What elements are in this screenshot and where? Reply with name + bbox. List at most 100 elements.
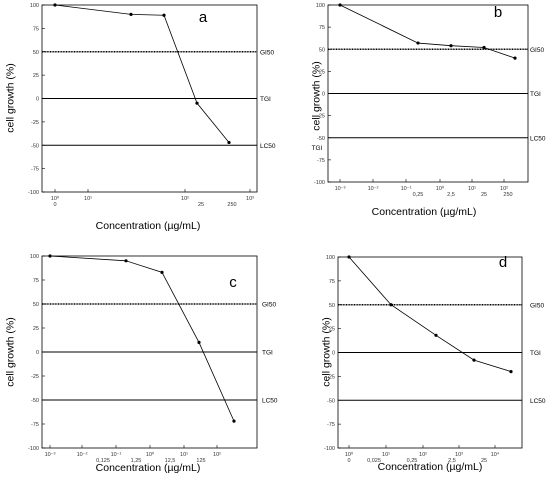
x-tick-label: 10² — [181, 196, 189, 202]
series-line — [348, 256, 512, 372]
x-axis-label: Concentration (µg/mL) — [378, 461, 483, 473]
data-point — [513, 56, 517, 60]
y-tick-label: 75 — [33, 26, 39, 32]
data-point — [338, 3, 342, 7]
y-tick-label: 0 — [36, 97, 39, 103]
series-line — [49, 255, 235, 422]
reference-label-tgi: TGI — [530, 91, 541, 98]
y-tick-label: -50 — [317, 136, 325, 142]
panel-letter: a — [199, 9, 208, 26]
y-tick-label: -75 — [317, 158, 325, 164]
y-tick-label: -25 — [317, 114, 325, 120]
y-tick-label: 50 — [329, 303, 335, 309]
x-sublabel: 25 — [481, 192, 487, 198]
x-tick-label: 10¹ — [382, 452, 390, 458]
x-tick-label: 10² — [213, 452, 221, 458]
data-point — [197, 340, 201, 344]
y-tick-label: -100 — [324, 446, 335, 452]
y-tick-label: -100 — [314, 180, 325, 186]
y-tick-label: -25 — [31, 374, 39, 380]
y-tick-label: 0 — [332, 351, 335, 357]
reference-label-tgi: TGI — [530, 350, 541, 357]
y-tick-label: -25 — [327, 374, 335, 380]
chart-panel-d: 100 75 50 25 0 -25 -50 -75 -100 10⁰ 10¹ 10² 10³ 10⁴ 0 0… — [321, 254, 546, 473]
x-tick-label: 10⁻¹ — [401, 186, 412, 192]
data-point — [347, 255, 351, 259]
data-point — [53, 3, 57, 7]
y-tick-label: 0 — [36, 350, 39, 356]
y-axis-label: cell growth (%) — [321, 317, 333, 386]
data-point — [449, 44, 453, 48]
y-tick-label: 100 — [326, 255, 335, 261]
y-axis-label: cell growth (%) — [5, 63, 17, 132]
x-tick-label: 10³ — [455, 452, 463, 458]
series-line — [339, 4, 516, 59]
y-tick-label: 75 — [329, 279, 335, 285]
reference-label-lc50: LC50 — [530, 398, 546, 405]
reference-label-lc50: LC50 — [530, 135, 546, 142]
y-axis-label: cell growth (%) — [5, 317, 17, 386]
reference-label-gi50: GI50 — [260, 49, 274, 56]
y-tick-label: 50 — [33, 50, 39, 56]
y-tick-label: 25 — [33, 73, 39, 79]
x-tick-label: 10² — [419, 452, 427, 458]
data-point — [195, 101, 199, 105]
reference-label-lc50: LC50 — [262, 398, 278, 405]
x-tick-label: 10¹ — [468, 186, 476, 192]
y-tick-label: 100 — [316, 3, 325, 9]
x-sublabel: 12,5 — [165, 458, 176, 464]
x-tick-label: 10¹ — [180, 452, 188, 458]
data-point — [482, 45, 486, 50]
x-tick-label: 10⁻¹ — [111, 452, 122, 458]
x-sublabel: 2,5 — [447, 192, 455, 198]
x-sublabel: 250 — [503, 192, 512, 198]
data-point — [227, 140, 231, 145]
x-tick-label: 10⁻² — [368, 186, 379, 192]
data-point — [389, 303, 393, 307]
x-sublabel: 0,25 — [407, 458, 418, 464]
panel-letter: b — [494, 4, 502, 21]
reference-label-lc50: LC50 — [260, 143, 276, 150]
data-point — [232, 419, 236, 423]
x-sublabel: 25 — [198, 202, 204, 208]
x-axis-label: Concentration (µg/mL) — [372, 206, 477, 218]
x-tick-label: 10⁰ — [436, 185, 445, 192]
x-sublabel: 25 — [481, 458, 487, 464]
y-axis-label: cell growth (%) — [311, 61, 323, 130]
y-tick-label: 75 — [33, 278, 39, 284]
x-sublabel: 2,5 — [448, 458, 456, 464]
y-tick-label: -75 — [31, 167, 39, 173]
y-tick-label: -75 — [327, 422, 335, 428]
y-tick-label: -50 — [31, 398, 39, 404]
x-tick-label: 10⁻³ — [45, 452, 56, 458]
y-tick-label: 25 — [33, 326, 39, 332]
reference-label-gi50: GI50 — [530, 47, 544, 54]
data-point — [472, 358, 476, 362]
x-sublabel: 0,125 — [96, 458, 110, 464]
x-sublabel: 250 — [227, 202, 236, 208]
x-tick-label: 10³ — [246, 196, 254, 202]
y-tick-label: 25 — [329, 327, 335, 333]
x-tick-label: 10¹ — [84, 196, 92, 202]
y-tick-label: 0 — [322, 92, 325, 98]
x-sublabel: 0 — [53, 202, 56, 208]
x-axis-label: Concentration (µg/mL) — [96, 462, 201, 474]
data-point — [434, 333, 438, 337]
y-tick-label: -100 — [28, 446, 39, 452]
reference-label-tgi: TGI — [262, 350, 273, 357]
data-point — [124, 259, 128, 263]
reference-label-tgi: TGI — [260, 96, 271, 103]
extra-label: TGI — [312, 145, 323, 152]
x-sublabel: 125 — [196, 458, 205, 464]
y-tick-label: -25 — [31, 120, 39, 126]
y-tick-label: 100 — [30, 254, 39, 260]
x-sublabel: 1,25 — [131, 458, 142, 464]
y-tick-label: -100 — [28, 190, 39, 196]
y-tick-label: 100 — [30, 3, 39, 9]
panel-letter: c — [229, 274, 237, 291]
x-tick-label: 10² — [500, 186, 508, 192]
data-point — [160, 270, 164, 274]
